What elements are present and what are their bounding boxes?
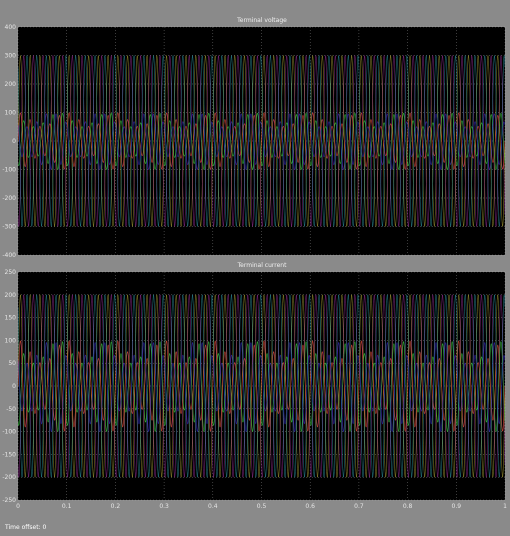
x-tick-label: 1 <box>503 503 507 510</box>
y-tick-label: -150 <box>2 451 16 458</box>
y-tick-label: -50 <box>6 406 16 413</box>
x-tick-label: 0.1 <box>62 503 72 510</box>
series-line <box>18 112 505 170</box>
x-tick-label: 0.6 <box>305 503 315 510</box>
signal-group <box>18 294 505 478</box>
status-time-offset: Time offset: 0 <box>4 524 46 531</box>
y-tick-label: -200 <box>2 195 16 202</box>
x-tick-label: 0.7 <box>354 503 364 510</box>
y-tick-label: -100 <box>2 429 16 436</box>
series-line <box>18 340 505 432</box>
current-plot-title: Terminal current <box>237 262 288 269</box>
y-tick-label: 200 <box>5 81 17 88</box>
y-tick-label: 200 <box>5 292 17 299</box>
y-tick-label: 50 <box>8 360 16 367</box>
x-tick-label: 0.5 <box>257 503 267 510</box>
x-tick-label: 0.9 <box>452 503 462 510</box>
y-tick-label: 100 <box>5 110 17 117</box>
x-tick-label: 0.3 <box>159 503 169 510</box>
y-tick-label: 400 <box>5 24 17 31</box>
series-line <box>18 342 505 433</box>
y-tick-label: 300 <box>5 53 17 60</box>
x-tick-label: 0.4 <box>208 503 218 510</box>
y-tick-label: 100 <box>5 337 17 344</box>
y-tick-label: -250 <box>2 497 16 504</box>
y-tick-label: -200 <box>2 474 16 481</box>
y-tick-label: -300 <box>2 224 16 231</box>
y-tick-label: -400 <box>2 252 16 259</box>
y-tick-label: 250 <box>5 269 17 276</box>
x-tick-label: 0.8 <box>403 503 413 510</box>
y-tick-label: -100 <box>2 167 16 174</box>
series-line <box>18 112 505 170</box>
y-tick-label: 0 <box>12 138 16 145</box>
y-tick-label: 150 <box>5 315 17 322</box>
y-tick-label: 0 <box>12 383 16 390</box>
x-tick-label: 0.2 <box>111 503 121 510</box>
series-line <box>18 113 505 170</box>
series-line <box>18 341 505 432</box>
signal-group <box>18 55 505 227</box>
voltage-plot: -400 -300 -200 -100 0 100 200 300 400 <box>2 24 506 259</box>
x-tick-label: 0 <box>16 503 20 510</box>
voltage-plot-title: Terminal voltage <box>236 17 287 24</box>
current-plot: -250 -200 -150 -100 -50 0 50 100 150 200 250 0 0.1 0.… <box>2 269 507 510</box>
